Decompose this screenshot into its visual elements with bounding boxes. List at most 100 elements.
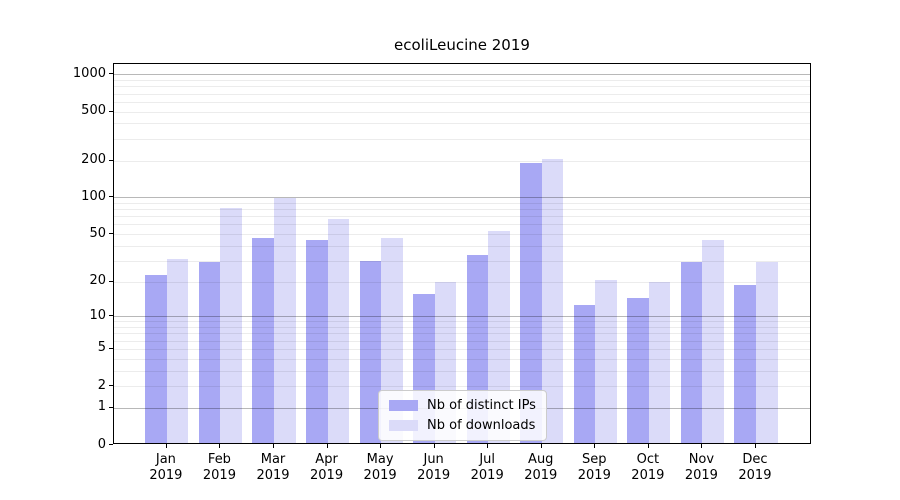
bar-mar-distinct-ips <box>252 237 274 443</box>
y-tick-mark <box>109 110 113 112</box>
gridline-80 <box>114 209 810 211</box>
gridline-3 <box>114 370 810 372</box>
gridline-7 <box>114 333 810 335</box>
gridline-50 <box>114 234 810 236</box>
bar-aug-distinct-ips <box>520 162 542 443</box>
y-tick-label-20: 20 <box>89 273 106 289</box>
bar-apr-downloads <box>327 219 350 443</box>
y-tick-mark <box>109 196 113 198</box>
gridline-700 <box>114 93 810 95</box>
gridline-6 <box>114 340 810 342</box>
y-tick-mark <box>109 347 113 349</box>
bar-dec-distinct-ips <box>734 285 756 443</box>
x-tick-mark <box>754 444 756 448</box>
x-tick-label-feb: Feb 2019 <box>202 452 236 483</box>
bar-nov-distinct-ips <box>680 262 703 443</box>
legend-label-downloads: Nb of downloads <box>427 418 536 433</box>
x-tick-label-jul: Jul 2019 <box>470 452 504 483</box>
x-tick-mark <box>433 444 435 448</box>
gridline-200 <box>114 160 810 162</box>
x-tick-mark <box>219 444 221 448</box>
y-tick-label-5: 5 <box>97 340 106 356</box>
x-tick-label-sep: Sep 2019 <box>577 452 611 483</box>
y-tick-mark <box>109 73 113 75</box>
bar-sep-distinct-ips <box>573 305 596 443</box>
x-tick-mark <box>380 444 382 448</box>
bar-nov-downloads <box>702 240 724 443</box>
x-tick-mark <box>165 444 167 448</box>
gridline-800 <box>114 86 810 88</box>
legend-swatch-downloads <box>389 420 418 431</box>
y-tick-mark <box>109 444 113 445</box>
bar-feb-downloads <box>220 207 243 443</box>
y-tick-mark <box>109 159 113 161</box>
x-tick-label-may: May 2019 <box>363 452 397 483</box>
legend: Nb of distinct IPs Nb of downloads <box>378 390 547 441</box>
gridline-90 <box>114 203 810 205</box>
gridline-4 <box>114 358 810 360</box>
bar-may-distinct-ips <box>359 260 382 443</box>
legend-row-distinct-ips: Nb of distinct IPs <box>389 398 536 413</box>
gridline-60 <box>114 224 810 226</box>
bar-apr-distinct-ips <box>305 240 328 443</box>
bar-jan-downloads <box>166 258 189 443</box>
y-tick-label-2: 2 <box>97 377 106 393</box>
y-tick-mark <box>109 385 113 387</box>
y-tick-label-100: 100 <box>81 188 106 204</box>
bar-oct-distinct-ips <box>627 297 649 443</box>
x-tick-label-aug: Aug 2019 <box>524 452 558 483</box>
bar-oct-downloads <box>648 282 671 443</box>
gridline-10 <box>114 316 810 318</box>
legend-swatch-distinct-ips <box>389 400 418 411</box>
gridline-600 <box>114 101 810 103</box>
y-tick-mark <box>109 406 113 408</box>
gridline-70 <box>114 216 810 218</box>
x-tick-mark <box>487 444 489 448</box>
plot-area <box>113 63 811 444</box>
x-tick-label-dec: Dec 2019 <box>738 452 772 483</box>
chart-title: ecoliLeucine 2019 <box>394 36 530 54</box>
gridline-20 <box>114 281 810 283</box>
gridline-500 <box>114 111 810 113</box>
gridline-900 <box>114 80 810 82</box>
y-tick-label-50: 50 <box>89 225 106 241</box>
legend-label-distinct-ips: Nb of distinct IPs <box>427 398 536 413</box>
x-tick-label-nov: Nov 2019 <box>684 452 718 483</box>
grid-layer <box>114 64 810 443</box>
x-tick-label-jan: Jan 2019 <box>149 452 183 483</box>
x-tick-label-oct: Oct 2019 <box>631 452 665 483</box>
gridline-1000 <box>114 74 810 76</box>
bar-sep-downloads <box>595 279 617 443</box>
gridline-5 <box>114 348 810 350</box>
y-tick-mark <box>109 233 113 235</box>
x-tick-mark <box>594 444 596 448</box>
x-tick-mark <box>273 444 274 448</box>
gridline-300 <box>114 138 810 140</box>
gridline-30 <box>114 260 810 262</box>
gridline-8 <box>114 327 810 329</box>
x-tick-label-apr: Apr 2019 <box>310 452 344 483</box>
bar-dec-downloads <box>755 262 778 443</box>
gridline-9 <box>114 321 810 323</box>
gridline-40 <box>114 245 810 247</box>
bar-feb-distinct-ips <box>198 262 221 443</box>
bar-aug-downloads <box>541 159 564 443</box>
y-tick-label-0: 0 <box>97 436 106 452</box>
gridline-2 <box>114 386 810 388</box>
bar-jan-distinct-ips <box>145 274 167 443</box>
y-tick-label-500: 500 <box>81 103 106 119</box>
x-tick-mark <box>701 444 703 448</box>
x-tick-label-mar: Mar 2019 <box>256 452 290 483</box>
y-tick-mark <box>109 315 113 317</box>
y-tick-label-1: 1 <box>97 399 106 415</box>
x-tick-mark <box>647 444 649 448</box>
y-tick-label-10: 10 <box>89 307 106 323</box>
y-tick-label-1000: 1000 <box>72 65 106 81</box>
y-tick-label-200: 200 <box>81 152 106 168</box>
x-tick-label-jun: Jun 2019 <box>417 452 451 483</box>
x-tick-mark <box>326 444 328 448</box>
bar-mar-downloads <box>274 198 296 443</box>
y-tick-mark <box>109 280 113 282</box>
x-tick-mark <box>540 444 542 448</box>
